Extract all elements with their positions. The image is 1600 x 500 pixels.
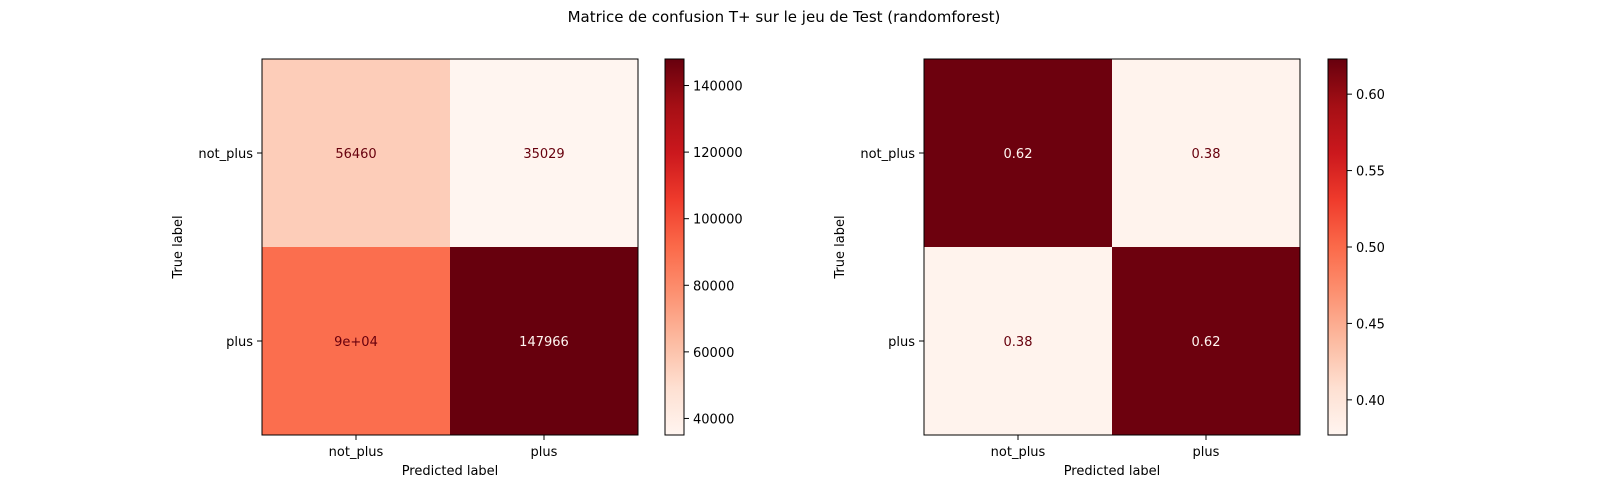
colorbar-tick-label: 0.40	[1356, 394, 1385, 409]
matrix-cell	[262, 59, 450, 247]
colorbar-tick-label: 120000	[693, 146, 743, 161]
cell-value-label: 56460	[335, 147, 376, 162]
colorbar-tick-label: 80000	[693, 279, 734, 294]
cell-value-label: 0.38	[1192, 147, 1221, 162]
cell-value-label: 35029	[523, 147, 564, 162]
colorbar-tick-label: 140000	[693, 80, 743, 95]
colorbar-tick-label: 40000	[693, 412, 734, 427]
y-axis-label: True label	[833, 215, 848, 279]
x-axis-label: Predicted label	[1064, 464, 1161, 479]
x-tick-label: not_plus	[329, 445, 384, 460]
colorbar-tick-label: 0.60	[1356, 88, 1385, 103]
colorbar-tick-label: 60000	[693, 346, 734, 361]
y-tick-label: not_plus	[198, 147, 253, 162]
matrix-cell	[924, 247, 1112, 435]
colorbar-tick-label: 0.55	[1356, 165, 1385, 180]
y-tick-label: plus	[888, 335, 915, 350]
x-tick-label: not_plus	[991, 445, 1046, 460]
y-tick-label: plus	[226, 335, 253, 350]
matrix-cell	[924, 59, 1112, 247]
x-tick-label: plus	[1193, 445, 1220, 460]
matrix-cell	[1112, 59, 1300, 247]
axes-frame	[261, 58, 639, 436]
colorbar-tick-label: 0.45	[1356, 317, 1385, 332]
figure-title: Matrice de confusion T+ sur le jeu de Te…	[568, 8, 1001, 26]
x-axis-label: Predicted label	[402, 464, 499, 479]
matrix-cell	[450, 247, 638, 435]
y-axis-label: True label	[171, 215, 186, 279]
cell-value-label: 147966	[519, 335, 569, 350]
colorbar-tick-label: 0.50	[1356, 241, 1385, 256]
cell-value-label: 0.62	[1192, 335, 1221, 350]
x-tick-label: plus	[531, 445, 558, 460]
cell-value-label: 0.62	[1004, 147, 1033, 162]
matrix-cell	[450, 59, 638, 247]
y-tick-label: not_plus	[860, 147, 915, 162]
colorbar	[664, 58, 685, 436]
matrix-cell	[1112, 247, 1300, 435]
cell-value-label: 9e+04	[334, 335, 378, 350]
colorbar	[1327, 58, 1348, 436]
matrix-cell	[262, 247, 450, 435]
cell-value-label: 0.38	[1004, 335, 1033, 350]
axes-frame	[923, 58, 1301, 436]
colorbar-tick-label: 100000	[693, 213, 743, 228]
